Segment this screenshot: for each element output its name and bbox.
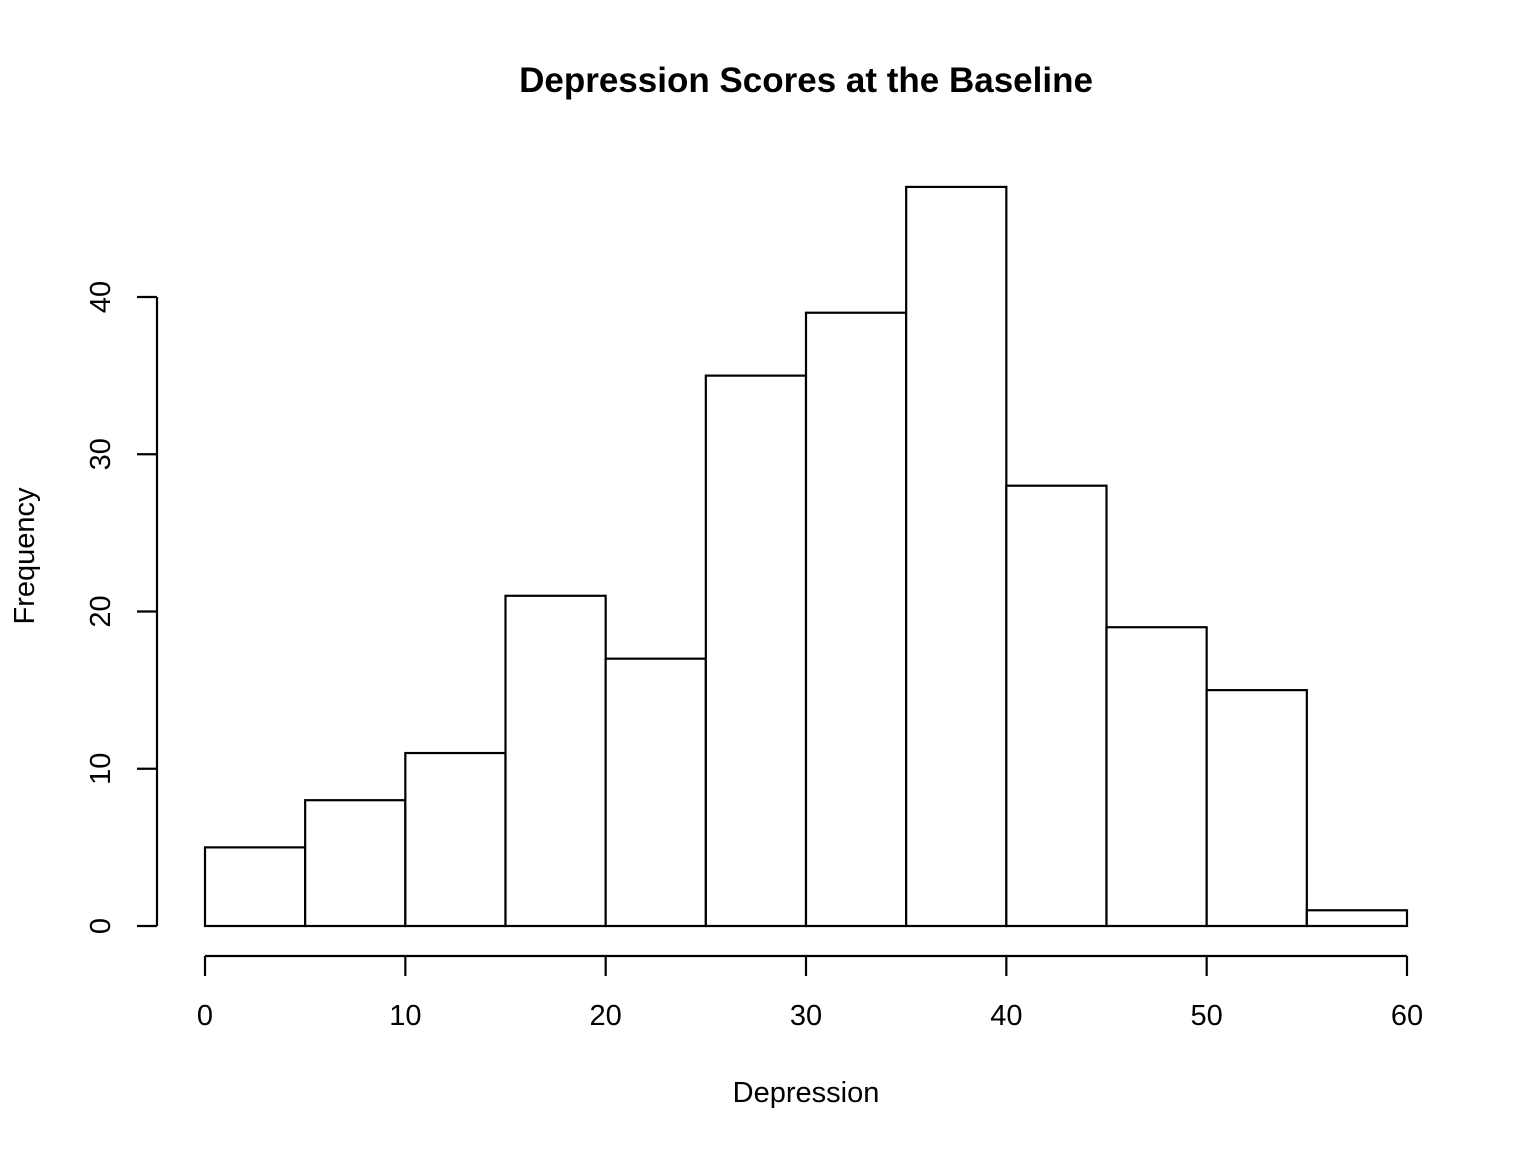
histogram-bar-15-20 [504,594,607,928]
y-tick-label-0: 0 [85,918,117,934]
y-axis-label: Frequency [9,487,41,625]
x-tick-label-50: 50 [1191,1000,1223,1032]
x-tick-label-0: 0 [197,1000,213,1032]
histogram-bar-10-15 [404,751,507,928]
histogram-bar-55-60 [1305,909,1409,928]
y-tick-label-40: 40 [85,281,117,313]
histogram-bar-50-55 [1205,689,1308,928]
y-tick-label-30: 30 [85,438,117,470]
chart-title: Depression Scores at the Baseline [519,61,1093,100]
histogram-bar-30-35 [804,311,908,928]
x-axis: 0 10 20 30 40 50 60 [197,954,1423,1032]
y-tick-label-10: 10 [85,753,117,785]
histogram-bars [203,185,1409,928]
histogram-bar-20-25 [604,657,707,928]
histogram-bar-0-5 [203,846,307,928]
x-tick-label-10: 10 [389,1000,421,1032]
x-tick-label-30: 30 [790,1000,822,1032]
histogram-bar-25-30 [704,374,808,928]
y-tick-label-20: 20 [85,595,117,627]
x-axis-label: Depression [733,1077,880,1109]
x-tick-label-40: 40 [990,1000,1022,1032]
x-tick-label-60: 60 [1391,1000,1423,1032]
histogram-bar-5-10 [304,799,407,928]
histogram-bar-35-40 [905,185,1008,928]
histogram-bar-45-50 [1105,626,1208,928]
x-tick-label-20: 20 [590,1000,622,1032]
y-axis: 0 10 20 30 40 [85,281,159,934]
histogram-bar-40-45 [1005,484,1108,928]
